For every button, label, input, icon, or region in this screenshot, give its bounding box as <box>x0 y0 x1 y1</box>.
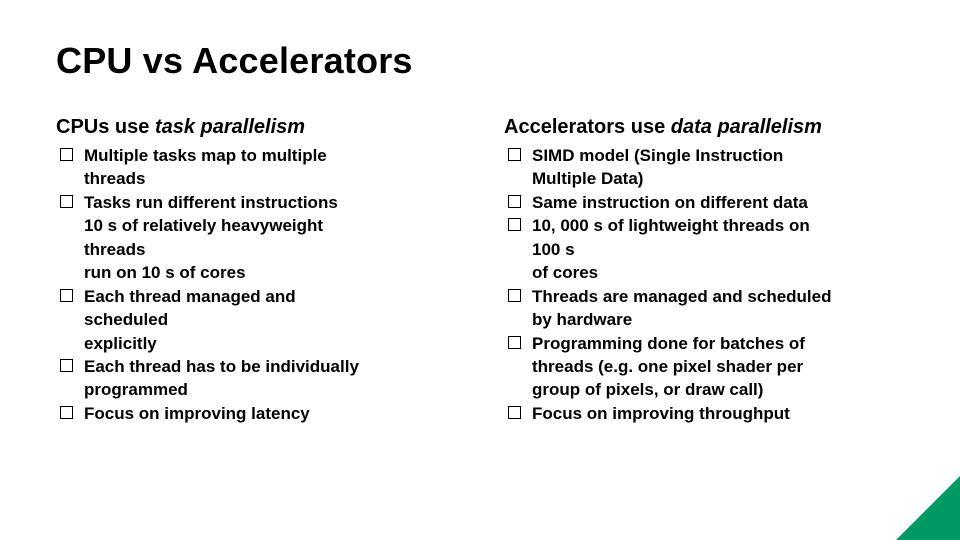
left-subheading-prefix: CPUs use <box>56 116 155 138</box>
bullet-item-continuation: threads <box>56 239 460 261</box>
checkbox-bullet-icon <box>60 148 73 161</box>
bullet-text: scheduled <box>84 310 168 329</box>
checkbox-bullet-icon <box>60 289 73 302</box>
bullet-item: Focus on improving latency <box>56 403 460 425</box>
bullet-text: programmed <box>84 380 188 399</box>
right-subheading-prefix: Accelerators use <box>504 116 671 138</box>
right-column: Accelerators use data parallelism SIMD m… <box>504 116 908 426</box>
bullet-item: Programming done for batches of <box>504 333 908 355</box>
bullet-item-continuation: run on 10 s of cores <box>56 262 460 284</box>
bullet-text: SIMD model (Single Instruction <box>532 146 783 165</box>
bullet-item-continuation: threads (e.g. one pixel shader per <box>504 356 908 378</box>
bullet-text: Threads are managed and scheduled <box>532 287 831 306</box>
two-column-layout: CPUs use task parallelism Multiple tasks… <box>56 116 908 426</box>
bullet-item-continuation: Multiple Data) <box>504 168 908 190</box>
bullet-item-continuation: of cores <box>504 262 908 284</box>
checkbox-bullet-icon <box>60 359 73 372</box>
bullet-item-continuation: scheduled <box>56 309 460 331</box>
bullet-text: 100 s <box>532 240 575 259</box>
right-subheading-em: data parallelism <box>671 116 822 138</box>
right-subheading: Accelerators use data parallelism <box>504 116 908 139</box>
right-bullet-list: SIMD model (Single Instruction Multiple D… <box>504 145 908 425</box>
bullet-item-continuation: 10 s of relatively heavyweight <box>56 215 460 237</box>
bullet-item: Threads are managed and scheduled <box>504 286 908 308</box>
bullet-item: SIMD model (Single Instruction <box>504 145 908 167</box>
bullet-text: Each thread has to be individually <box>84 357 359 376</box>
checkbox-bullet-icon <box>508 218 521 231</box>
bullet-item-continuation: programmed <box>56 379 460 401</box>
left-subheading: CPUs use task parallelism <box>56 116 460 139</box>
left-subheading-em: task parallelism <box>155 116 305 138</box>
bullet-item: 10, 000 s of lightweight threads on <box>504 215 908 237</box>
checkbox-bullet-icon <box>508 148 521 161</box>
bullet-text: explicitly <box>84 334 157 353</box>
bullet-text: group of pixels, or draw call) <box>532 380 763 399</box>
bullet-item-continuation: 100 s <box>504 239 908 261</box>
left-bullet-list: Multiple tasks map to multiple threads Tas… <box>56 145 460 425</box>
bullet-text: by hardware <box>532 310 632 329</box>
slide-title: CPU vs Accelerators <box>56 40 908 82</box>
checkbox-bullet-icon <box>508 336 521 349</box>
slide: CPU vs Accelerators CPUs use task parall… <box>0 0 960 540</box>
bullet-text: 10, 000 s of lightweight threads on <box>532 216 810 235</box>
checkbox-bullet-icon <box>508 195 521 208</box>
bullet-item-continuation: by hardware <box>504 309 908 331</box>
bullet-text: Each thread managed and <box>84 287 296 306</box>
checkbox-bullet-icon <box>60 195 73 208</box>
bullet-text: Tasks run different instructions <box>84 193 338 212</box>
bullet-item: Each thread managed and <box>56 286 460 308</box>
bullet-item: Same instruction on different data <box>504 192 908 214</box>
bullet-text: Same instruction on different data <box>532 193 808 212</box>
checkbox-bullet-icon <box>508 289 521 302</box>
bullet-item: Multiple tasks map to multiple <box>56 145 460 167</box>
bullet-text: of cores <box>532 263 598 282</box>
bullet-item-continuation: threads <box>56 168 460 190</box>
bullet-text: Multiple tasks map to multiple <box>84 146 327 165</box>
bullet-item: Tasks run different instructions <box>56 192 460 214</box>
bullet-item: Focus on improving throughput <box>504 403 908 425</box>
checkbox-bullet-icon <box>60 406 73 419</box>
checkbox-bullet-icon <box>508 406 521 419</box>
bullet-text: Multiple Data) <box>532 169 643 188</box>
bullet-text: threads (e.g. one pixel shader per <box>532 357 803 376</box>
bullet-item: Each thread has to be individually <box>56 356 460 378</box>
bullet-text: threads <box>84 240 145 259</box>
bullet-text: Programming done for batches of <box>532 334 805 353</box>
bullet-text: threads <box>84 169 145 188</box>
corner-accent <box>896 476 960 540</box>
bullet-text: run on 10 s of cores <box>84 263 246 282</box>
bullet-text: Focus on improving throughput <box>532 404 790 423</box>
bullet-text: Focus on improving latency <box>84 404 310 423</box>
bullet-item-continuation: explicitly <box>56 333 460 355</box>
bullet-text: 10 s of relatively heavyweight <box>84 216 323 235</box>
bullet-item-continuation: group of pixels, or draw call) <box>504 379 908 401</box>
left-column: CPUs use task parallelism Multiple tasks… <box>56 116 460 426</box>
